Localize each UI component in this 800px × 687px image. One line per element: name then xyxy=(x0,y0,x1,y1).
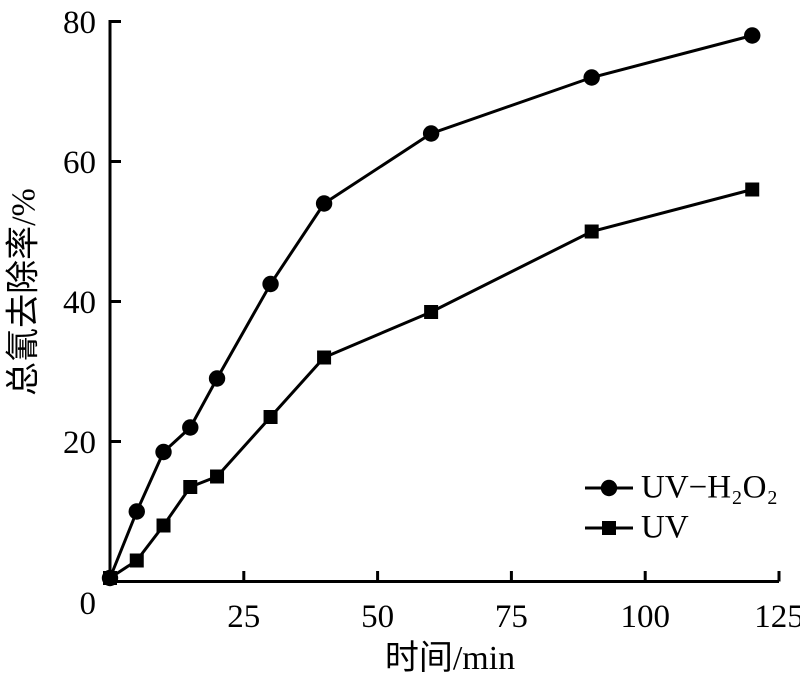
point-uv-h2o2 xyxy=(422,125,440,142)
point-uv xyxy=(129,553,144,568)
point-uv xyxy=(103,571,117,585)
circle-marker-icon xyxy=(600,479,618,497)
point-uv xyxy=(584,224,599,239)
legend-label-uv: UV xyxy=(641,510,689,546)
legend: UV−H₂O₂ UV xyxy=(585,470,778,546)
legend-item-uv: UV xyxy=(585,510,689,546)
y-tick-label: 40 xyxy=(63,285,96,321)
square-marker-icon xyxy=(602,521,616,535)
legend-item-uv-h2o2: UV−H₂O₂ xyxy=(585,470,778,506)
x-tick-label: 125 xyxy=(754,599,800,635)
point-uv-h2o2 xyxy=(155,443,172,461)
x-tick-label: 25 xyxy=(227,599,260,635)
series-line-uv xyxy=(109,188,753,580)
point-uv-h2o2 xyxy=(262,275,279,293)
point-uv-h2o2 xyxy=(208,370,226,387)
x-axis-title: 时间/min xyxy=(385,640,515,677)
legend-label-uv-h2o2: UV−H₂O₂ xyxy=(641,470,778,506)
y-axis-title: 总氰去除率/% xyxy=(5,188,43,396)
point-uv xyxy=(424,305,439,319)
point-uv xyxy=(210,469,225,484)
y-tick-label: 60 xyxy=(63,145,96,181)
y-tick-label: 80 xyxy=(63,5,96,41)
origin-tick-label: 0 xyxy=(80,586,97,622)
point-uv xyxy=(156,518,171,533)
point-uv-h2o2 xyxy=(583,69,600,86)
point-uv-h2o2 xyxy=(315,195,333,212)
point-uv-h2o2 xyxy=(128,503,145,520)
x-tick-label: 50 xyxy=(361,599,394,635)
series-line-uv-h2o2 xyxy=(108,34,753,579)
point-uv xyxy=(317,350,332,365)
point-uv xyxy=(745,182,760,197)
y-tick-label: 20 xyxy=(63,425,96,461)
x-tick-label: 100 xyxy=(620,599,670,635)
point-uv xyxy=(183,480,198,494)
point-uv xyxy=(263,410,278,424)
x-tick-label: 75 xyxy=(495,599,528,635)
point-uv-h2o2 xyxy=(182,419,199,436)
point-uv-h2o2 xyxy=(744,27,761,44)
plot-area: 20 40 60 80 25 50 75 100 125 0 xyxy=(63,5,800,635)
